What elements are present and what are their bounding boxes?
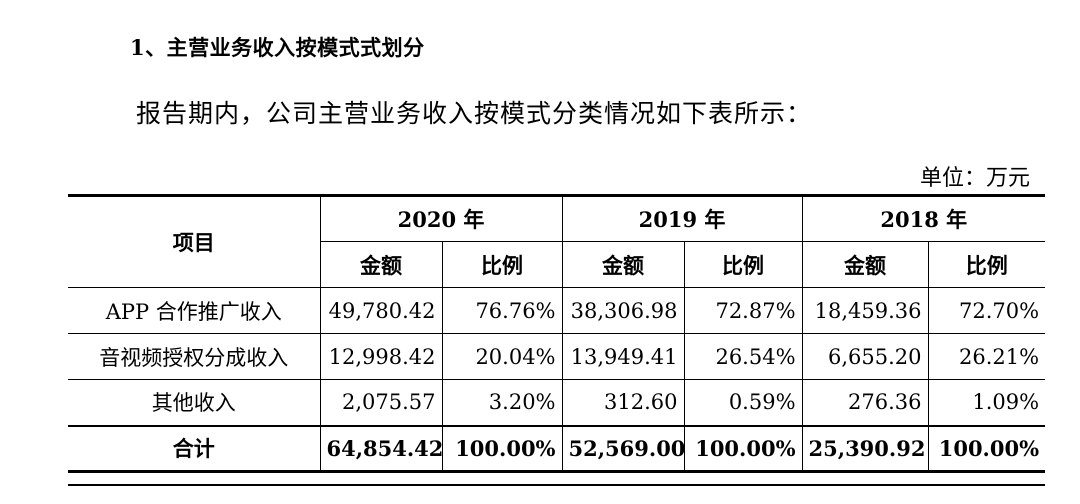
amount-cell: 18,459.36 <box>801 287 929 334</box>
row-item-label: APP 合作推广收入 <box>68 287 321 334</box>
ratio-header: 比例 <box>441 241 563 288</box>
row-item-label: 其他收入 <box>68 379 321 426</box>
year-header-row: 项目 2020 年 2019 年 2018 年 <box>68 194 1046 288</box>
total-ratio-cell: 100.00% <box>927 424 1046 473</box>
amount-cell: 2,075.57 <box>319 379 443 426</box>
total-amount-cell: 64,854.42 <box>319 424 443 473</box>
year-header-2019: 2019 年 <box>561 194 803 242</box>
row-item-label: 音视频授权分成收入 <box>68 333 321 380</box>
revenue-by-model-table: 项目 2020 年 2019 年 2018 年 金额 比例 金额 比例 金额 比… <box>68 194 1046 473</box>
year-header-2018: 2018 年 <box>801 194 1046 242</box>
year-header-2020: 2020 年 <box>319 194 563 242</box>
ratio-cell: 72.87% <box>683 287 803 334</box>
table-row: APP 合作推广收入 49,780.42 76.76% 38,306.98 72… <box>68 287 1046 334</box>
ratio-cell: 26.54% <box>683 333 803 380</box>
ratio-cell: 72.70% <box>927 287 1046 334</box>
amount-cell: 49,780.42 <box>319 287 443 334</box>
amount-cell: 13,949.41 <box>561 333 685 380</box>
amount-header: 金额 <box>801 241 929 288</box>
ratio-cell: 26.21% <box>927 333 1046 380</box>
total-ratio-cell: 100.00% <box>441 424 563 473</box>
total-amount-cell: 25,390.92 <box>801 424 929 473</box>
amount-header: 金额 <box>319 241 443 288</box>
ratio-cell: 1.09% <box>927 379 1046 426</box>
amount-cell: 38,306.98 <box>561 287 685 334</box>
amount-header: 金额 <box>561 241 685 288</box>
section-heading: 1、主营业务收入按模式式划分 <box>130 35 425 60</box>
total-ratio-cell: 100.00% <box>683 424 803 473</box>
intro-paragraph: 报告期内，公司主营业务收入按模式分类情况如下表所示： <box>136 99 813 128</box>
ratio-header: 比例 <box>927 241 1046 288</box>
item-header: 项目 <box>68 194 321 288</box>
ratio-header: 比例 <box>683 241 803 288</box>
table-row: 其他收入 2,075.57 3.20% 312.60 0.59% 276.36 … <box>68 379 1046 426</box>
unit-label: 单位：万元 <box>919 166 1030 191</box>
ratio-cell: 0.59% <box>683 379 803 426</box>
ratio-cell: 20.04% <box>441 333 563 380</box>
table-bottom-rule <box>68 484 1045 486</box>
amount-cell: 312.60 <box>561 379 685 426</box>
ratio-cell: 76.76% <box>441 287 563 334</box>
total-amount-cell: 52,569.00 <box>561 424 685 473</box>
amount-cell: 276.36 <box>801 379 929 426</box>
amount-cell: 6,655.20 <box>801 333 929 380</box>
total-label: 合计 <box>68 424 321 473</box>
total-row: 合计 64,854.42 100.00% 52,569.00 100.00% 2… <box>68 424 1046 473</box>
ratio-cell: 3.20% <box>441 379 563 426</box>
table-row: 音视频授权分成收入 12,998.42 20.04% 13,949.41 26.… <box>68 333 1046 380</box>
amount-cell: 12,998.42 <box>319 333 443 380</box>
